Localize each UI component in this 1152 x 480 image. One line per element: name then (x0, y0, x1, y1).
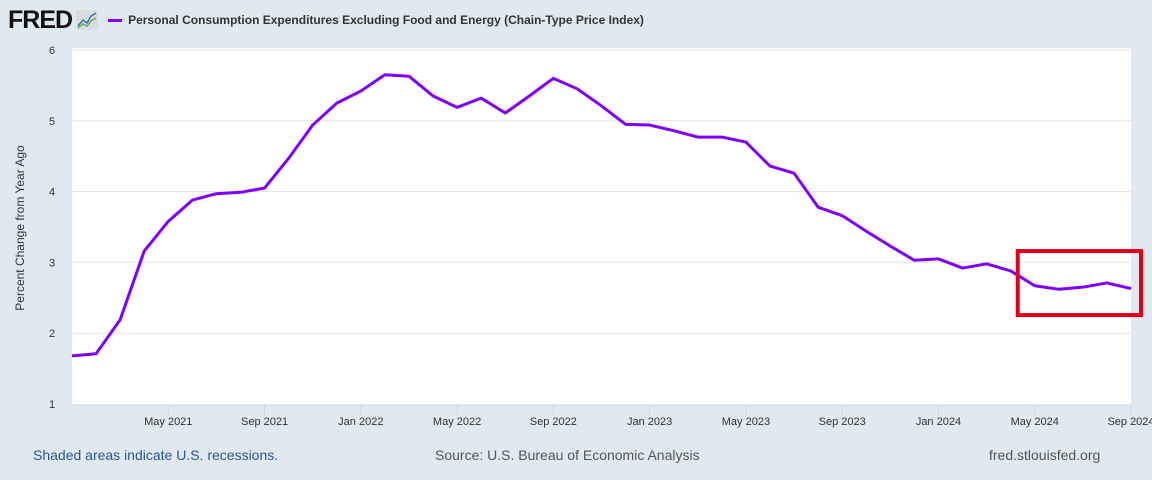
x-tick-label: May 2023 (722, 416, 770, 428)
fred-graph-icon (76, 10, 99, 30)
y-tick-label: 6 (49, 45, 55, 57)
series-title: Personal Consumption Expenditures Exclud… (128, 13, 644, 27)
x-tick-label: Jan 2023 (627, 416, 672, 428)
y-axis-label: Percent Change from Year Ago (13, 145, 27, 311)
line-chart: 1 2 3 4 5 6 May 2021 Sep 2021 Jan 2022 May 2022 S… (13, 45, 1152, 428)
plot-area (72, 48, 1131, 405)
recession-note[interactable]: Shaded areas indicate U.S. recessions. (33, 447, 279, 463)
y-tick-label: 1 (49, 399, 55, 411)
fred-logo[interactable]: FRED (8, 5, 73, 34)
x-tick-label: Sep 2021 (241, 416, 288, 428)
x-tick-label: Jan 2022 (338, 416, 383, 428)
highlight-box (1015, 249, 1144, 318)
legend-swatch (108, 18, 123, 22)
y-tick-label: 4 (49, 187, 55, 199)
x-tick-label: May 2022 (433, 416, 481, 428)
y-tick-label: 5 (49, 116, 55, 128)
source-text: Source: U.S. Bureau of Economic Analysis (435, 447, 700, 463)
x-tick-label: Sep 2024 (1107, 416, 1152, 428)
y-tick-label: 2 (49, 328, 55, 340)
y-tick-label: 3 (49, 257, 55, 269)
x-tick-label: May 2021 (144, 416, 192, 428)
site-link[interactable]: fred.stlouisfed.org (989, 447, 1101, 463)
x-tick-label: May 2024 (1011, 416, 1059, 428)
x-tick-label: Jan 2024 (916, 416, 961, 428)
chart-header: FRED Personal Consumption Expenditures E… (8, 6, 644, 34)
x-tick-label: Sep 2023 (819, 416, 866, 428)
x-tick-label: Sep 2022 (530, 416, 577, 428)
